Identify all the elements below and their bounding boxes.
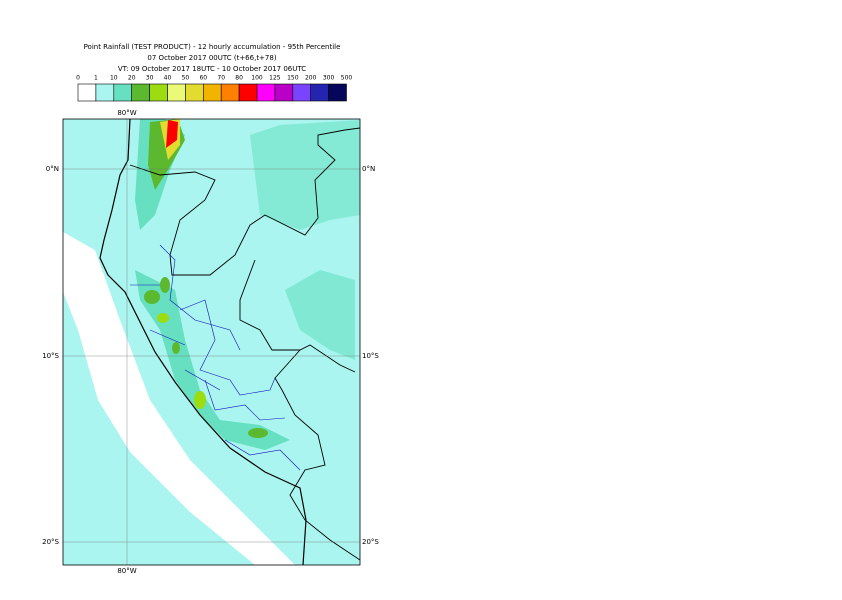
legend-swatch: [274, 83, 294, 102]
border: [129, 127, 360, 276]
legend-label: 50: [182, 75, 190, 82]
legend-swatch: [292, 83, 311, 102]
lat-label: 0°N: [362, 165, 375, 173]
legend-label: 300: [323, 75, 335, 82]
lat-label: 0°N: [46, 165, 59, 173]
legend-label: 80: [235, 75, 243, 82]
dry-band: [63, 232, 295, 565]
valid-time: VT: 09 October 2017 18UTC - 10 October 2…: [118, 65, 306, 73]
rain-cell: [248, 428, 268, 438]
legend-label: 125: [269, 75, 281, 82]
legend-label: 60: [199, 75, 207, 82]
rain-area: [285, 270, 355, 360]
legend-swatch: [185, 83, 204, 102]
rain-cell: [194, 391, 206, 409]
legend-label: 10: [110, 75, 118, 82]
legend-label: 0: [76, 75, 80, 82]
legend-swatch: [203, 83, 222, 102]
graticule: [63, 119, 360, 565]
rain-cell: [172, 342, 180, 354]
map-frame: [62, 118, 361, 566]
legend-label: 100: [251, 75, 263, 82]
legend-label: 150: [287, 75, 299, 82]
base-time: 07 October 2017 00UTC (t+66,t+78): [147, 54, 276, 62]
legend-label: 30: [146, 75, 154, 82]
lat-label: 10°S: [42, 352, 59, 360]
lat-label: 10°S: [362, 352, 379, 360]
rain-cell: [157, 313, 169, 323]
rain-area: [135, 270, 290, 450]
lon-label: 80°W: [117, 567, 136, 575]
rain-area: [250, 120, 360, 230]
legend-label: 1: [94, 75, 98, 82]
admin-border: [130, 244, 301, 471]
legend-swatch: [95, 83, 115, 102]
title: Point Rainfall (TEST PRODUCT) - 12 hourl…: [84, 43, 341, 51]
map: [63, 119, 360, 565]
lat-label: 20°S: [362, 538, 379, 546]
legend-swatch: [310, 83, 329, 102]
lat-label: 20°S: [42, 538, 59, 546]
legend-label: 200: [305, 75, 317, 82]
legend-swatch: [113, 83, 133, 102]
rain-cell: [144, 290, 160, 304]
border: [239, 259, 360, 561]
legend-swatch: [167, 83, 186, 102]
rain-cell: [160, 277, 170, 293]
legend-swatch: [328, 83, 347, 102]
legend: 0 1 10 20 30 40 50 60 70 80 100 125 150 200 300 500: [76, 75, 352, 102]
legend-swatch: [149, 83, 168, 102]
lon-label: 80°W: [117, 109, 136, 117]
legend-swatch: [238, 83, 258, 102]
rain-area: [166, 120, 178, 148]
legend-label: 500: [341, 75, 353, 82]
legend-swatch: [131, 83, 150, 102]
legend-label: 70: [217, 75, 225, 82]
legend-swatch: [220, 83, 240, 102]
coastline: [99, 119, 307, 565]
axis-labels: 80°W 80°W 0°N 10°S 20°S 0°N 10°S 20°S: [42, 109, 379, 575]
legend-label: 20: [128, 75, 136, 82]
legend-swatch: [256, 83, 276, 102]
legend-swatch: [77, 83, 97, 102]
legend-label: 40: [164, 75, 172, 82]
